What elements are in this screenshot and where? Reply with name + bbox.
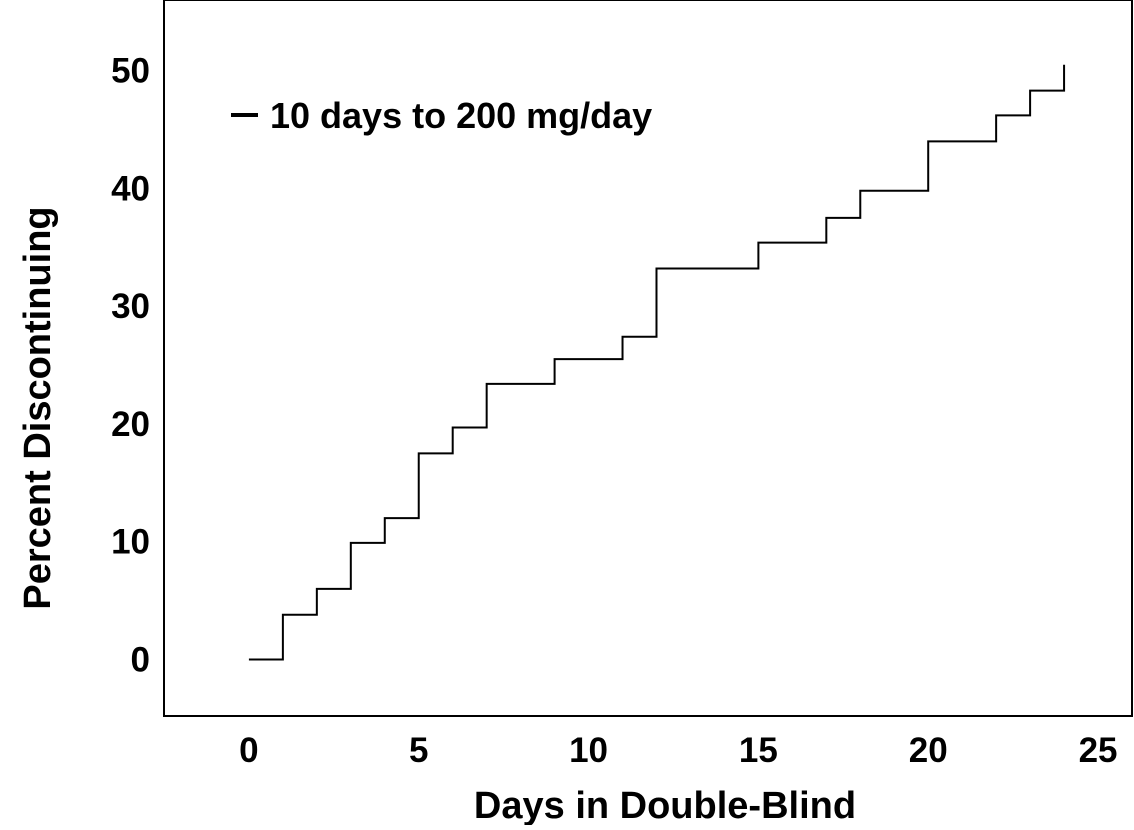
series-line <box>248 64 1066 661</box>
x-tick-label: 15 <box>739 731 778 770</box>
x-axis: 0 5 10 15 20 25 <box>239 731 1117 770</box>
legend-label: 10 days to 200 mg/day <box>270 95 652 136</box>
y-tick-label: 40 <box>111 169 150 208</box>
x-tick-label: 10 <box>569 731 608 770</box>
plot-frame <box>163 0 1133 717</box>
x-tick-label: 25 <box>1079 731 1118 770</box>
x-tick-label: 20 <box>909 731 948 770</box>
y-tick-label: 10 <box>111 523 150 562</box>
y-tick-label: 0 <box>131 640 150 679</box>
y-axis-title: Percent Discontinuing <box>17 206 59 609</box>
y-axis: 0 10 20 30 40 50 <box>111 52 150 680</box>
series-layer <box>248 64 1066 661</box>
x-axis-title: Days in Double-Blind <box>474 785 856 825</box>
y-tick-label: 50 <box>111 52 150 91</box>
legend: 10 days to 200 mg/day <box>231 95 652 136</box>
y-tick-label: 30 <box>111 287 150 326</box>
x-tick-label: 5 <box>409 731 428 770</box>
y-tick-label: 20 <box>111 405 150 444</box>
x-tick-label: 0 <box>239 731 258 770</box>
